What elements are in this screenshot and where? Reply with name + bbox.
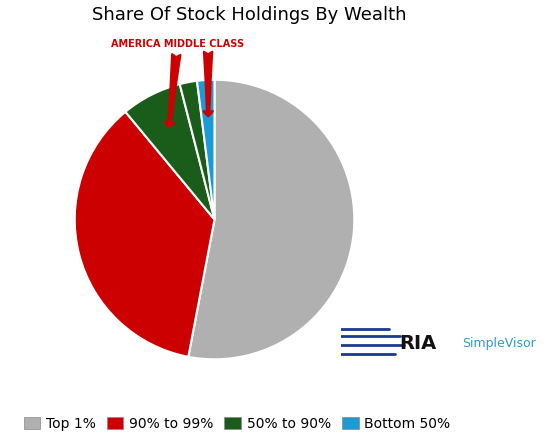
Legend: Top 1%, 90% to 99%, 50% to 90%, Bottom 50%: Top 1%, 90% to 99%, 50% to 90%, Bottom 5… [18,411,456,436]
Wedge shape [188,80,354,359]
Wedge shape [197,80,215,220]
Text: RIA: RIA [399,334,437,353]
Title: Share Of Stock Holdings By Wealth: Share Of Stock Holdings By Wealth [92,6,406,24]
Text: SimpleVisor: SimpleVisor [462,336,536,350]
Text: AMERICA MIDDLE CLASS: AMERICA MIDDLE CLASS [111,39,244,127]
Wedge shape [125,84,214,220]
Wedge shape [75,112,214,357]
Wedge shape [180,81,214,220]
